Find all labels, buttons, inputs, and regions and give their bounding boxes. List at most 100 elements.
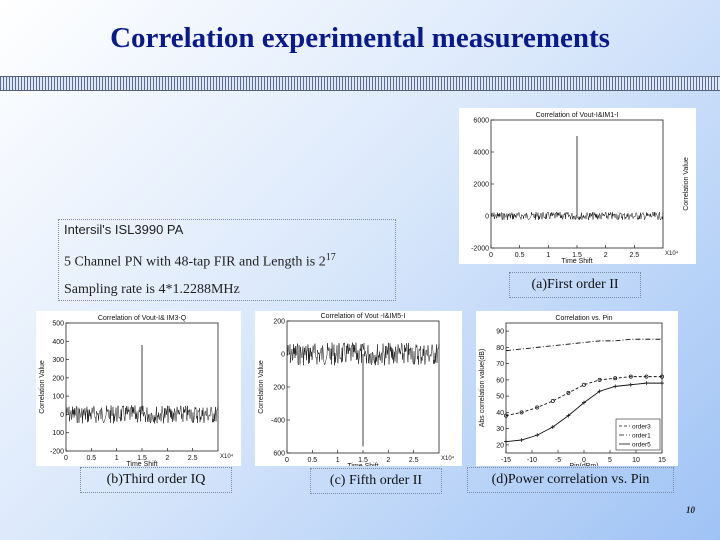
legend-label-order5: order5 bbox=[632, 442, 651, 449]
point-order3 bbox=[628, 374, 633, 379]
info-text-box bbox=[58, 219, 396, 301]
y-tick-label: 30 bbox=[496, 426, 504, 433]
x-axis-label: Pin(dBm) bbox=[569, 463, 598, 466]
point-order3 bbox=[504, 413, 508, 418]
x-axis-label: Time Shift bbox=[126, 461, 157, 466]
x-tick-label: -5 bbox=[555, 457, 561, 464]
x-tick-label: 1.5 bbox=[137, 455, 147, 462]
y-tick-label: 0 bbox=[60, 412, 64, 419]
x-tick-label: -15 bbox=[501, 457, 511, 464]
info-line-sampling: Sampling rate is 4*1.2288MHz bbox=[64, 282, 240, 297]
y-tick-label: -400 bbox=[271, 418, 285, 425]
point-order5 bbox=[582, 400, 586, 405]
x-tick-label: 0 bbox=[285, 457, 289, 464]
x-tick-label: 2.5 bbox=[409, 457, 419, 464]
x-tick-label: 2.5 bbox=[188, 455, 198, 462]
caption-c: (c) Fifth order II bbox=[310, 468, 442, 494]
y-tick-label: 0 bbox=[485, 214, 489, 221]
point-order3 bbox=[644, 374, 649, 379]
x-tick-label: 0 bbox=[489, 252, 493, 259]
y-tick-label: 500 bbox=[52, 321, 64, 328]
series-line-order3 bbox=[505, 376, 662, 417]
x-tick-label: 2 bbox=[165, 455, 169, 462]
legend-label-order3: order3 bbox=[632, 424, 651, 431]
point-order3 bbox=[550, 399, 555, 403]
y-tick-label: 600 bbox=[273, 451, 285, 458]
y-tick-label: 40 bbox=[496, 410, 504, 417]
y-tick-label: 300 bbox=[52, 357, 64, 364]
correlation-trace bbox=[286, 342, 440, 366]
x-tick-label: 1.5 bbox=[358, 457, 368, 464]
point-order5 bbox=[550, 425, 555, 429]
point-order5 bbox=[628, 382, 633, 387]
x-tick-label: 10 bbox=[632, 457, 640, 464]
x-tick-label: 15 bbox=[658, 457, 666, 464]
x-tick-label: 2 bbox=[604, 252, 608, 259]
x-axis-label: Time Shift bbox=[561, 258, 592, 264]
point-order5 bbox=[644, 381, 649, 386]
y-tick-label: 200 bbox=[273, 319, 285, 326]
x-tick-label: 0 bbox=[64, 455, 68, 462]
y-tick-label: 100 bbox=[52, 394, 64, 401]
y-tick-label: 50 bbox=[496, 394, 504, 401]
y-tick-label: 60 bbox=[496, 377, 504, 384]
y-tick-label: 2000 bbox=[473, 182, 489, 189]
y-tick-label: 200 bbox=[52, 375, 64, 382]
info-line-pn-exponent: 17 bbox=[325, 252, 336, 263]
point-order3 bbox=[660, 374, 664, 379]
x-tick-label: 1 bbox=[115, 455, 119, 462]
y-tick-label: 6000 bbox=[473, 118, 489, 125]
x-tick-label: 0.5 bbox=[515, 252, 525, 259]
x-tick-label: 1 bbox=[336, 457, 340, 464]
legend-label-order1: order1 bbox=[632, 433, 651, 440]
x-tick-label: 1.5 bbox=[572, 252, 582, 259]
y-axis-label: Correlation Value bbox=[683, 157, 690, 211]
x-tick-label: 1 bbox=[546, 252, 550, 259]
y-tick-label: -200 bbox=[50, 449, 64, 456]
caption-b: (b)Third order IQ bbox=[80, 467, 232, 493]
point-order3 bbox=[613, 376, 618, 381]
point-order3 bbox=[582, 382, 586, 387]
chart-title: Correlation of Vout -I&IM5-I bbox=[321, 313, 406, 320]
point-order3 bbox=[597, 377, 602, 382]
chart-fifth-order: Correlation of Vout -I&IM5-I 0 0.5 1 1.5 2 2.5… bbox=[255, 311, 462, 466]
point-order5 bbox=[597, 389, 602, 394]
info-line-pa: Intersil's ISL3990 PA bbox=[64, 222, 184, 237]
point-order5 bbox=[535, 433, 540, 438]
point-order5 bbox=[504, 439, 508, 444]
info-line-pn: 5 Channel PN with 48-tap FIR and Length … bbox=[64, 252, 336, 271]
caption-d: (d)Power correlation vs. Pin bbox=[467, 467, 674, 493]
point-order5 bbox=[660, 381, 664, 386]
y-axis-label: Correlation Value bbox=[39, 360, 46, 414]
x-tick-label: -10 bbox=[527, 457, 537, 464]
y-axis-label: Abs correlation value(dB) bbox=[479, 349, 486, 428]
y-tick-label: 20 bbox=[496, 442, 504, 449]
series-line-order1 bbox=[505, 338, 662, 352]
info-line-pn-base: 5 Channel PN with 48-tap FIR and Length … bbox=[64, 254, 326, 270]
chart-power-vs-pin: Correlation vs. Pin -15 -10 -5 0 5 10 15 20 30 40 5… bbox=[476, 311, 678, 466]
point-order5 bbox=[519, 438, 524, 442]
x-axis-label: Time Shift bbox=[347, 463, 378, 466]
chart-title: Correlation of Vout-I&IM1-I bbox=[536, 112, 619, 119]
x-tick-label: 0.5 bbox=[307, 457, 317, 464]
x-multiplier-label: X10⁴ bbox=[441, 455, 455, 462]
x-multiplier-label: X10⁴ bbox=[220, 453, 234, 460]
y-tick-label: 90 bbox=[496, 329, 504, 336]
y-tick-label: 400 bbox=[52, 339, 64, 346]
caption-a: (a)First order II bbox=[509, 272, 641, 298]
title-divider bbox=[0, 76, 720, 91]
y-tick-label: -2000 bbox=[471, 246, 489, 253]
y-axis-label: Correlation Value bbox=[258, 360, 265, 414]
x-multiplier-label: X10⁴ bbox=[665, 250, 679, 257]
point-order3 bbox=[519, 410, 524, 415]
chart-first-order: Correlation of Vout-I&IM1-I 0 0.5 1 1.5 2 2.5 -… bbox=[459, 108, 696, 264]
page-number: 10 bbox=[686, 505, 695, 515]
y-tick-label: 4000 bbox=[473, 150, 489, 157]
legend-box bbox=[615, 418, 661, 451]
y-tick-label: 70 bbox=[496, 361, 504, 368]
point-order3 bbox=[566, 390, 571, 395]
chart-title: Correlation of Vout-I& IM3-Q bbox=[98, 315, 187, 322]
point-order5 bbox=[566, 413, 571, 418]
y-tick-label: 0 bbox=[281, 352, 285, 359]
chart-third-order: Correlation of Vout-I& IM3-Q 0 0.5 1 1.5 2 2.5… bbox=[36, 311, 241, 466]
